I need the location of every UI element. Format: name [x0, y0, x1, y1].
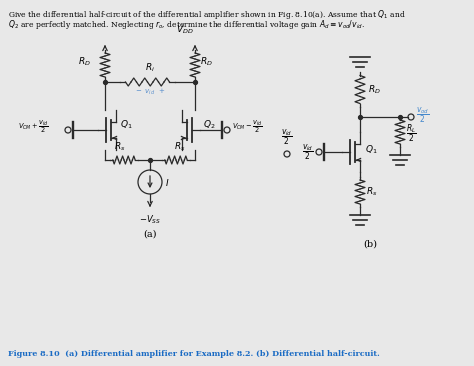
- Text: $V_{CM}-\dfrac{v_{id}}{2}$: $V_{CM}-\dfrac{v_{id}}{2}$: [232, 119, 263, 135]
- Text: Give the differential half-circuit of the differential amplifier shown in Fig. 8: Give the differential half-circuit of th…: [8, 8, 406, 21]
- Text: $R_D$: $R_D$: [78, 56, 91, 68]
- Text: $R_s$: $R_s$: [174, 141, 186, 153]
- Text: $R_s$: $R_s$: [366, 186, 377, 198]
- Text: $\dfrac{v_{id}}{2}$: $\dfrac{v_{id}}{2}$: [281, 127, 293, 147]
- Text: $R_D$: $R_D$: [368, 84, 381, 96]
- Text: $R_s$: $R_s$: [114, 141, 126, 153]
- Text: $R_D$: $R_D$: [200, 56, 213, 68]
- Text: $V_{CM}+\dfrac{v_{id}}{2}$: $V_{CM}+\dfrac{v_{id}}{2}$: [18, 119, 48, 135]
- Text: (a): (a): [143, 230, 157, 239]
- Text: Figure 8.10  (a) Differential amplifier for Example 8.2. (b) Differential half-c: Figure 8.10 (a) Differential amplifier f…: [8, 350, 380, 358]
- Text: $I$: $I$: [165, 176, 169, 187]
- Text: $-V_{SS}$: $-V_{SS}$: [139, 214, 161, 227]
- Text: $\dfrac{v_{od}}{2}$: $\dfrac{v_{od}}{2}$: [416, 105, 429, 125]
- Text: $V_{DD}$: $V_{DD}$: [176, 23, 194, 36]
- Text: $Q_1$: $Q_1$: [365, 144, 378, 156]
- Text: $\dfrac{R_L}{2}$: $\dfrac{R_L}{2}$: [406, 122, 417, 144]
- Text: $-\;\;v_{id}\;\;+$: $-\;\;v_{id}\;\;+$: [135, 87, 165, 97]
- Text: (b): (b): [363, 240, 377, 249]
- Text: $Q_1$: $Q_1$: [120, 119, 133, 131]
- Text: $R_i$: $R_i$: [145, 61, 155, 74]
- Text: $Q_2$: $Q_2$: [203, 119, 216, 131]
- Text: $Q_2$ are perfectly matched. Neglecting $r_o$, determine the differential voltag: $Q_2$ are perfectly matched. Neglecting …: [8, 18, 365, 31]
- Text: $\dfrac{v_{id}}{2}$: $\dfrac{v_{id}}{2}$: [302, 142, 314, 162]
